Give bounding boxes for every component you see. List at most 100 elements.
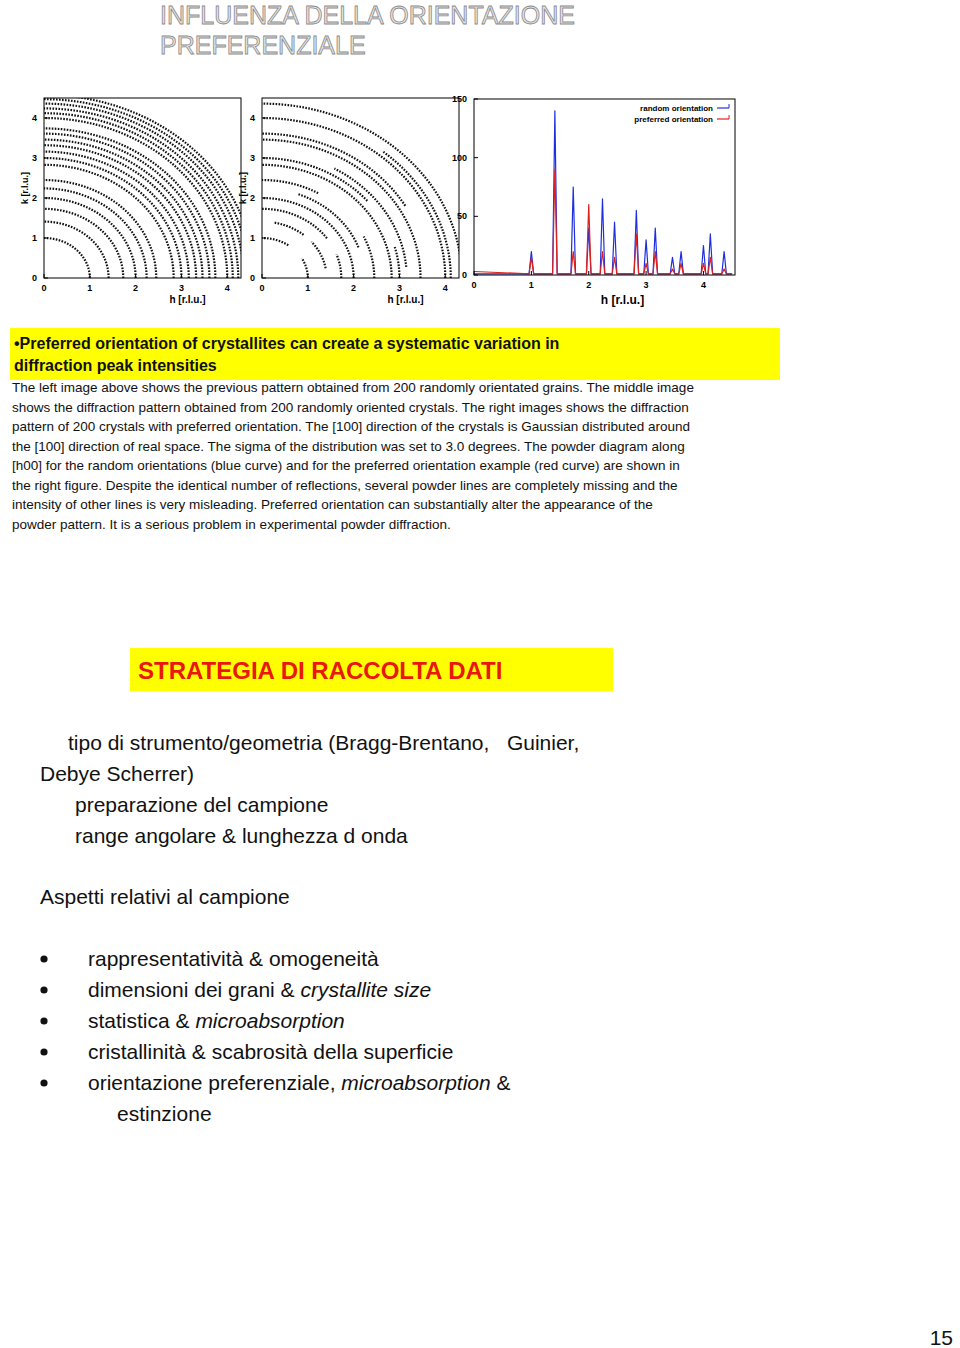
x-tick-label: 0: [471, 280, 476, 290]
ring-group: [44, 98, 241, 278]
page-canvas: INFLUENZA DELLA ORIENTAZIONEPREFERENZIAL…: [0, 0, 960, 1348]
x-axis-label: h [r.l.u.]: [387, 294, 423, 305]
y-tick-label: 1: [32, 233, 37, 243]
caption-line: the right figure. Despite the identical …: [12, 478, 678, 493]
diffraction-ring: [44, 165, 174, 278]
x-tick-label: 4: [225, 283, 230, 293]
diffraction-ring: [44, 209, 123, 278]
x-tick: [44, 274, 45, 278]
y-tick-label: 0: [250, 273, 255, 283]
powder-chart: 01234050100150h [r.l.u.]random orientati…: [452, 94, 735, 307]
bullet: [40, 986, 47, 993]
y-tick: [262, 278, 266, 279]
ring-group: [262, 104, 459, 278]
caption-line: The left image above shows the previous …: [12, 380, 694, 395]
diffraction-ring: [44, 99, 241, 278]
caption-line: pattern of 200 crystals with preferred o…: [12, 419, 690, 434]
x-tick-label: 0: [41, 283, 46, 293]
slide-title: PREFERENZIALE: [160, 31, 366, 59]
diffraction-panel: 0123401234h [r.l.u.]k [r.l.u.]: [20, 95, 254, 305]
subsection-title: Aspetti relativi al campione: [40, 885, 290, 908]
caption-line: the [100] direction of real space. The s…: [12, 439, 685, 454]
diffraction-ring: [336, 254, 341, 278]
x-tick-label: 4: [701, 280, 706, 290]
x-tick: [307, 274, 308, 278]
y-tick-label: 3: [32, 153, 37, 163]
legend: random orientationpreferred orientation: [634, 104, 729, 124]
x-tick: [227, 274, 228, 278]
x-tick-label: 3: [179, 283, 184, 293]
plot-frame: [262, 98, 459, 278]
diffraction-ring: [297, 194, 358, 248]
list-item-segment: microabsorption: [341, 1071, 490, 1094]
diffraction-ring: [44, 134, 209, 278]
list-item-segment: crystallite size: [300, 978, 431, 1001]
list-item: statistica & microabsorption: [88, 1009, 345, 1032]
section-line: preparazione del campione: [75, 793, 328, 816]
diffraction-ring: [44, 158, 181, 278]
legend-swatch: [729, 104, 730, 108]
y-tick-label: 4: [250, 113, 255, 123]
y-axis-label: k [r.l.u.]: [20, 172, 30, 204]
y-tick: [474, 275, 478, 276]
y-tick: [474, 99, 478, 100]
list-item-segment: microabsorption: [195, 1009, 344, 1032]
x-tick-label: 0: [259, 283, 264, 293]
x-tick-label: 2: [586, 280, 591, 290]
y-tick-label: 3: [250, 153, 255, 163]
y-tick: [262, 118, 266, 119]
x-tick-label: 3: [644, 280, 649, 290]
bullet: [40, 1079, 47, 1086]
y-tick: [44, 118, 48, 119]
diffraction-ring: [44, 98, 241, 278]
page: { "header": {"title_lines": ["INFLUENZA …: [0, 0, 960, 1348]
y-tick-label: 150: [452, 94, 467, 104]
list-item-segment: &: [491, 1071, 511, 1094]
y-tick-label: 1: [250, 233, 255, 243]
y-tick-label: 2: [250, 193, 255, 203]
plot-frame: [44, 98, 241, 278]
caption-line: intensity of other lines is very mislead…: [12, 497, 653, 512]
diffraction-ring: [44, 113, 233, 278]
y-tick-label: 4: [32, 113, 37, 123]
highlight-text: •Preferred orientation of crystallites c…: [14, 335, 559, 352]
diffraction-ring: [262, 209, 327, 239]
diffraction-panel: 0123401234h [r.l.u.]k [r.l.u.]: [238, 98, 462, 305]
x-tick-label: 4: [443, 283, 448, 293]
y-tick-label: 0: [32, 273, 37, 283]
diffraction-ring: [273, 222, 303, 234]
section-line: tipo di strumento/geometria (Bragg-Brent…: [68, 731, 579, 754]
list-item: dimensioni dei grani & crystallite size: [88, 978, 431, 1001]
x-tick-label: 2: [351, 283, 356, 293]
section-line: Debye Scherrer): [40, 762, 194, 785]
x-tick: [353, 274, 354, 278]
y-tick: [44, 238, 48, 239]
y-tick: [262, 158, 266, 159]
x-tick-label: 1: [529, 280, 534, 290]
caption-line: shows the diffraction pattern obtained f…: [12, 400, 689, 415]
x-tick-label: 1: [87, 283, 92, 293]
list-item: rappresentatività & omogeneità: [88, 947, 379, 970]
section-box: [130, 648, 613, 691]
highlight-box: [10, 328, 780, 380]
y-tick: [44, 158, 48, 159]
list-item: estinzione: [117, 1102, 212, 1125]
list-item-segment: statistica &: [88, 1009, 195, 1032]
bullet: [40, 955, 47, 962]
x-tick-label: 2: [133, 283, 138, 293]
list-item-segment: estinzione: [117, 1102, 212, 1125]
diffraction-ring: [262, 165, 392, 278]
diffraction-ring: [44, 222, 109, 278]
diffraction-ring: [262, 118, 445, 278]
diffraction-ring: [383, 152, 450, 278]
diffraction-ring: [44, 188, 147, 278]
x-tick: [262, 274, 263, 278]
series-line: [474, 169, 732, 273]
slide-title: INFLUENZA DELLA ORIENTAZIONE: [160, 1, 575, 29]
diffraction-ring: [302, 258, 308, 278]
x-tick: [703, 271, 704, 275]
list-item-segment: rappresentatività & omogeneità: [88, 947, 379, 970]
y-tick: [262, 238, 266, 239]
y-tick: [44, 198, 48, 199]
y-tick: [474, 216, 478, 217]
